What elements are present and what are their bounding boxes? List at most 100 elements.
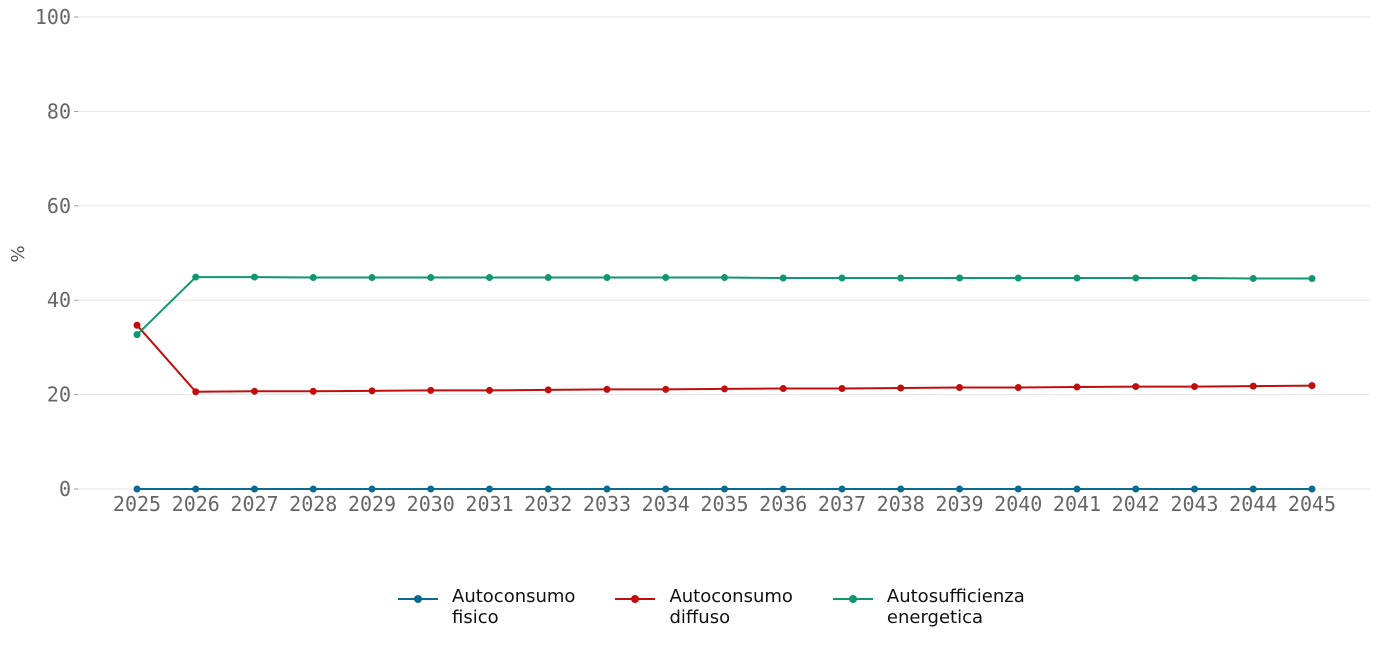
x-tick-label: 2026 [172,492,220,516]
data-point[interactable] [486,274,493,282]
legend-swatch [831,587,875,609]
data-point[interactable] [192,485,200,493]
y-tick-label: 100 [35,5,71,29]
data-point[interactable] [544,274,552,282]
data-point[interactable] [603,385,611,393]
data-point[interactable] [1132,383,1140,391]
data-point[interactable] [779,274,787,282]
data-point[interactable] [779,485,787,493]
data-point[interactable] [1249,485,1257,493]
legend-label-line: Autoconsumo [669,586,793,607]
data-point[interactable] [956,274,963,282]
data-point[interactable] [1014,485,1022,493]
data-point[interactable] [133,321,141,329]
data-point[interactable] [427,274,435,282]
data-point[interactable] [368,387,376,395]
legend-label: Autoconsumo fisico [452,586,575,628]
data-point[interactable] [1191,383,1198,391]
data-point[interactable] [1249,274,1257,282]
x-tick-label: 2039 [935,492,983,516]
legend-label-line: fisico [452,607,499,628]
gridlines [78,16,1370,490]
data-point[interactable] [309,485,317,493]
data-point[interactable] [251,273,258,281]
x-tick-label: 2027 [230,492,278,516]
data-point[interactable] [1191,485,1198,493]
x-tick-label: 2043 [1170,492,1218,516]
series-autoconsumo-fisico [133,485,1316,493]
data-point[interactable] [956,485,963,493]
x-tick-label: 2031 [465,492,513,516]
x-axis-ticks: 2025 2026 2027 2028 2029 2030 2031 2032 2033 2034… [113,492,1336,516]
legend-label-line: Autoconsumo [452,586,576,607]
x-tick-label: 2035 [700,492,748,516]
legend-label-line: Autosufficienza [886,586,1025,607]
data-point[interactable] [838,485,846,493]
x-tick-label: 2025 [113,492,161,516]
data-point[interactable] [603,274,611,282]
legend-label: Autosufficienza energetica [887,586,1025,628]
data-point[interactable] [133,331,141,339]
data-point[interactable] [1249,382,1257,390]
x-tick-label: 2033 [583,492,631,516]
data-point[interactable] [192,388,200,396]
data-point[interactable] [1014,274,1022,282]
data-point[interactable] [1308,274,1316,282]
x-tick-label: 2038 [877,492,925,516]
data-point[interactable] [1308,485,1316,493]
data-point[interactable] [427,485,435,493]
data-point[interactable] [133,485,141,493]
data-point[interactable] [1073,383,1081,391]
data-point[interactable] [721,485,728,493]
legend-label: Autoconsumo diffuso [669,586,792,628]
x-tick-label: 2036 [759,492,807,516]
data-point[interactable] [1132,274,1140,282]
data-point[interactable] [1308,382,1316,390]
y-axis-ticks: 0 20 40 60 80 100 [35,5,78,501]
data-point[interactable] [427,386,435,394]
data-point[interactable] [544,386,552,394]
data-point[interactable] [1073,274,1081,282]
y-tick-label: 80 [47,99,71,123]
data-point[interactable] [486,386,493,394]
data-point[interactable] [838,274,846,282]
data-point[interactable] [251,387,258,395]
data-point[interactable] [309,387,317,395]
data-point[interactable] [897,485,905,493]
data-point[interactable] [368,485,376,493]
data-point[interactable] [309,274,317,282]
data-point[interactable] [486,485,493,493]
data-point[interactable] [897,384,905,392]
legend-swatch [613,587,657,609]
data-point[interactable] [1191,274,1198,282]
data-point[interactable] [1073,485,1081,493]
data-point[interactable] [251,485,258,493]
data-point[interactable] [779,384,787,392]
data-point[interactable] [662,385,670,393]
data-point[interactable] [192,273,200,281]
data-point[interactable] [662,485,670,493]
legend-marker [848,595,857,603]
data-point[interactable] [897,274,905,282]
y-tick-label: 0 [59,477,71,501]
data-point[interactable] [838,384,846,392]
data-point[interactable] [603,485,611,493]
x-tick-label: 2044 [1229,492,1277,516]
x-tick-label: 2030 [407,492,455,516]
data-point[interactable] [662,274,670,282]
legend-item[interactable]: Autoconsumo diffuso [613,586,793,628]
x-tick-label: 2042 [1112,492,1160,516]
legend-item[interactable]: Autoconsumo fisico [396,586,575,628]
data-point[interactable] [956,384,963,392]
legend: Autoconsumo fisico Autoconsumo diffuso Autos… [396,586,1025,628]
data-point[interactable] [721,385,728,393]
data-point[interactable] [368,274,376,282]
data-point[interactable] [1014,384,1022,392]
data-point[interactable] [721,274,728,282]
legend-item[interactable]: Autosufficienza energetica [831,586,1025,628]
x-tick-label: 2029 [348,492,396,516]
data-point[interactable] [544,485,552,493]
data-point[interactable] [1132,485,1140,493]
y-tick-label: 20 [47,383,71,407]
